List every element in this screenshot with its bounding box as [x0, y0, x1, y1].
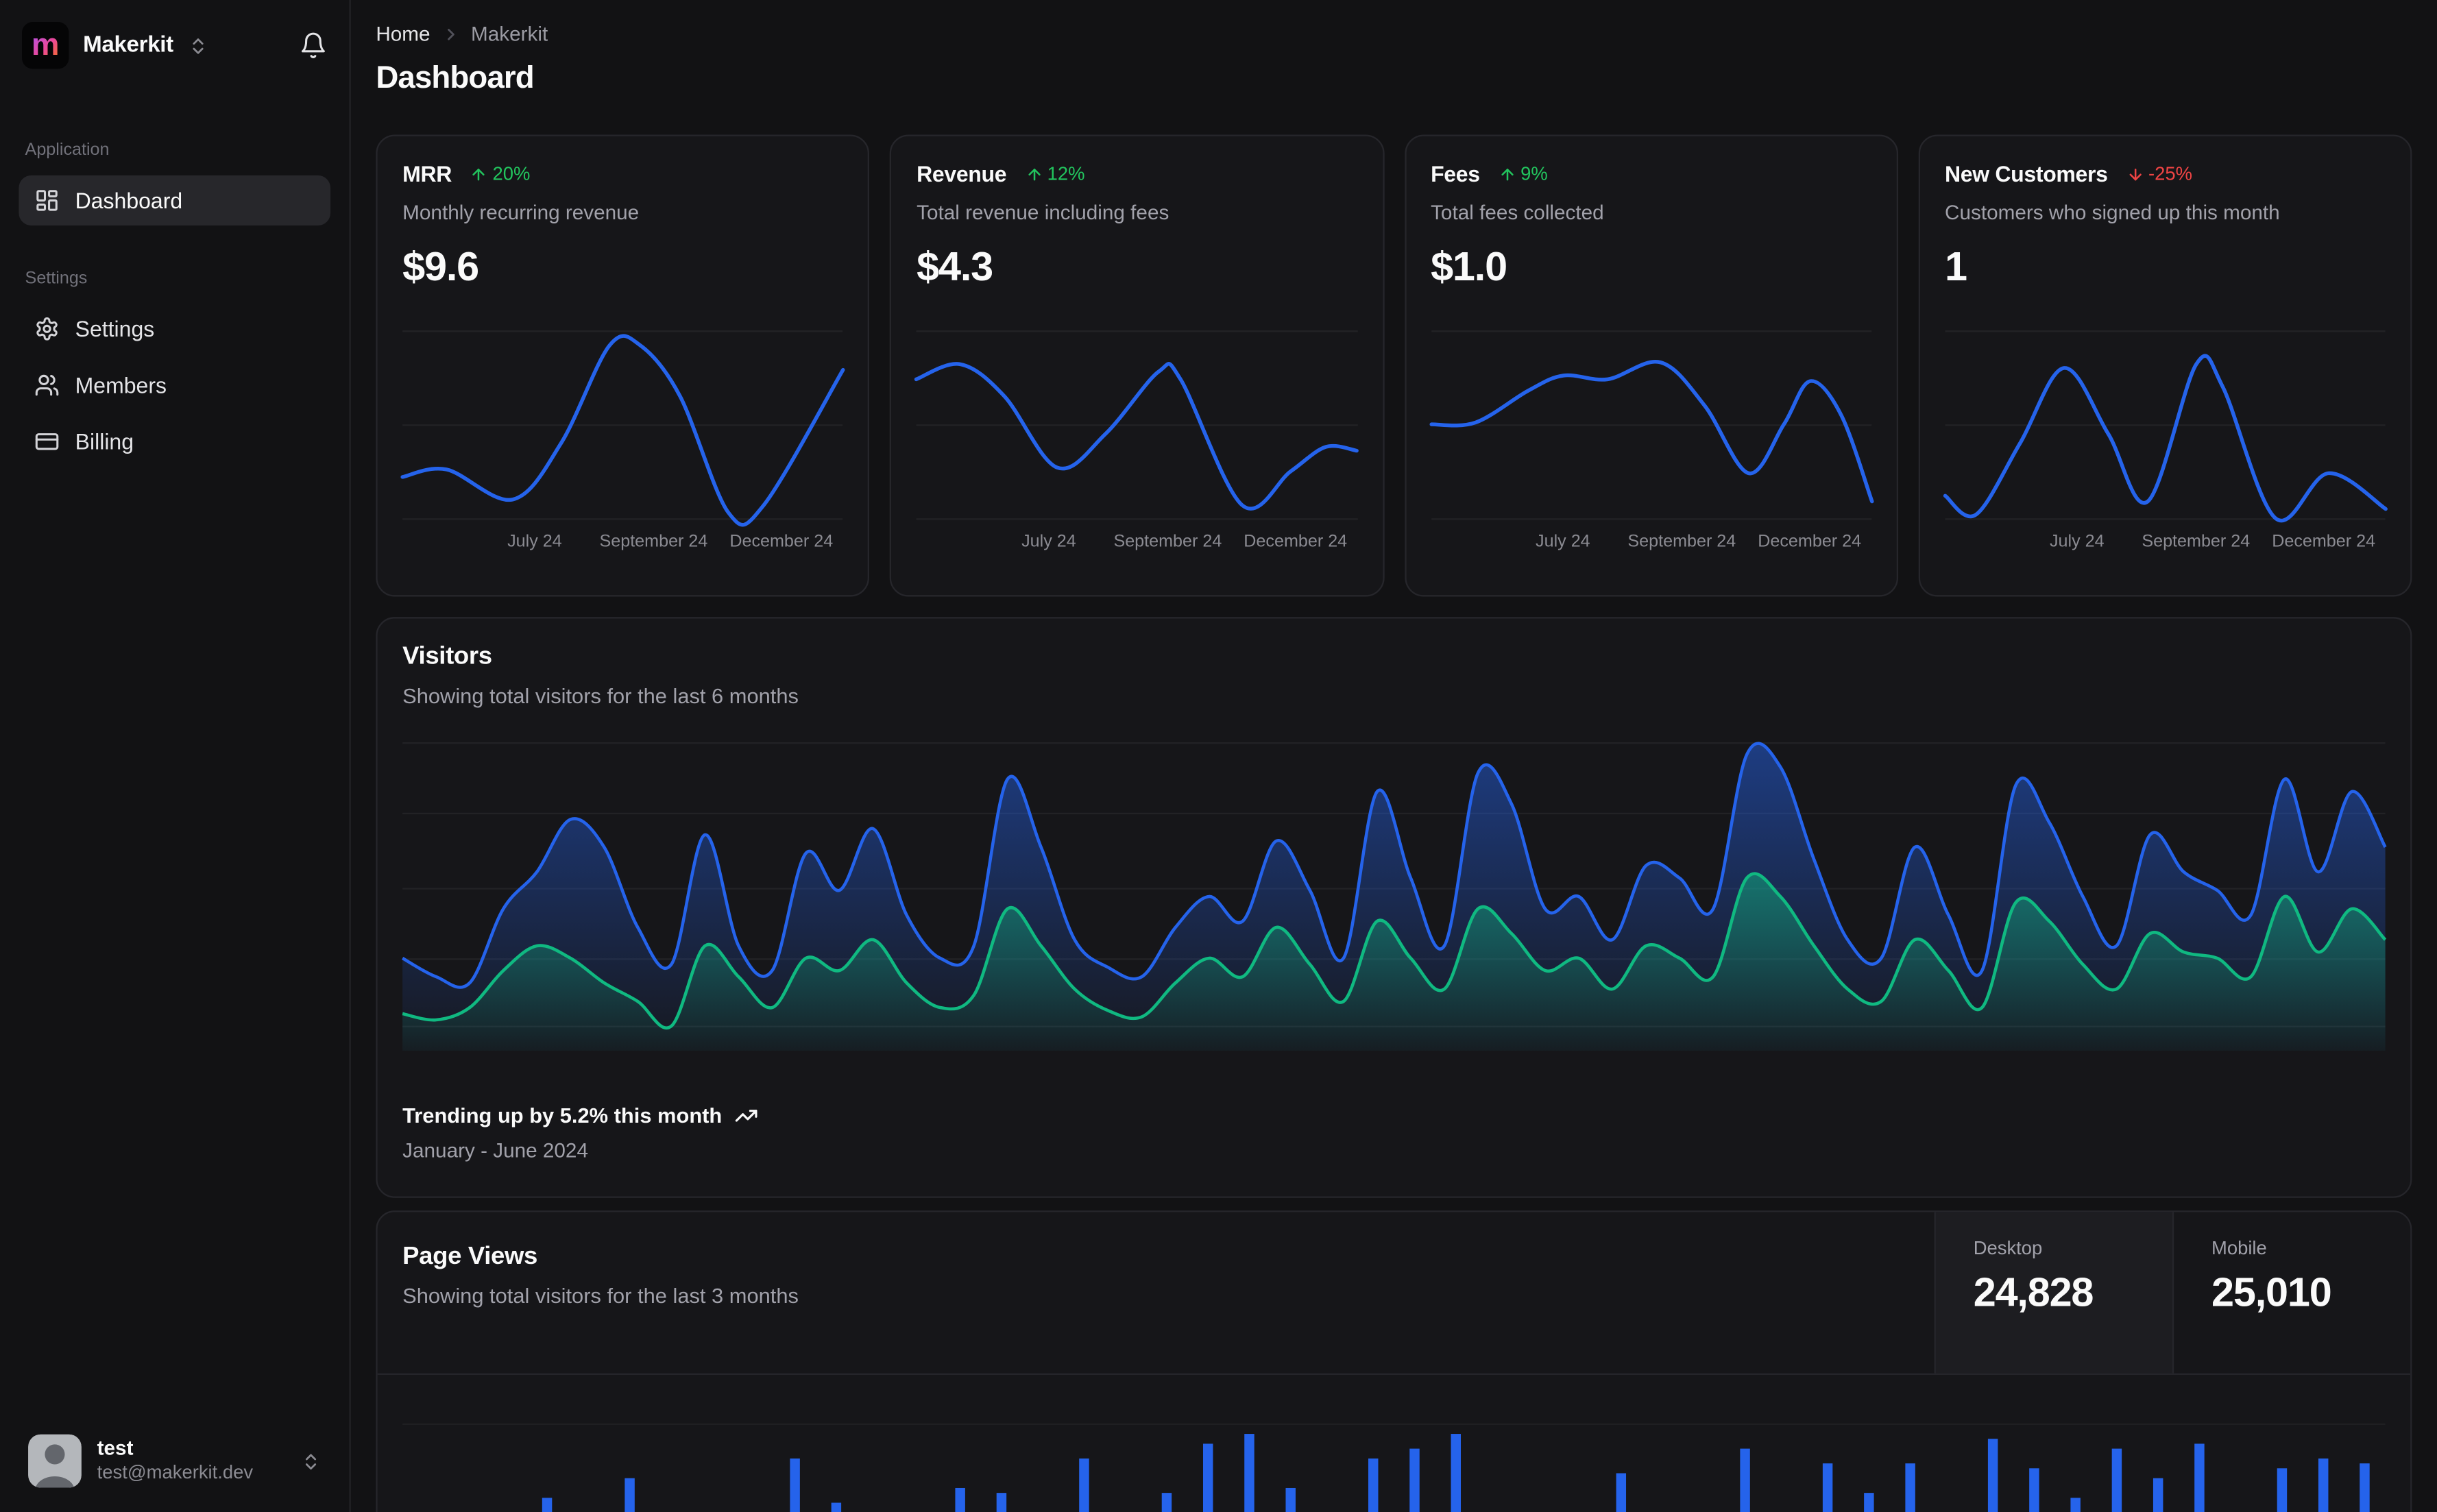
chevrons-up-down-icon	[301, 1451, 322, 1472]
layout-dashboard-icon	[34, 188, 60, 213]
sidebar-item-settings[interactable]: Settings	[19, 304, 330, 354]
workspace-name: Makerkit	[83, 32, 173, 58]
sidebar-nav: Application Dashboard Settings Settings …	[19, 141, 331, 467]
trend-arrow-icon	[1501, 168, 1514, 180]
page-views-title: Page Views	[402, 1243, 538, 1270]
trend-arrow-icon	[2129, 168, 2142, 180]
stat-description: Total fees collected	[1431, 200, 1604, 224]
trending-up-icon	[735, 1104, 758, 1127]
trending-text: Trending up by 5.2% this month	[402, 1103, 723, 1127]
logo-letter: m	[31, 28, 60, 63]
gear-icon	[34, 317, 60, 342]
stat-value: $1.0	[1431, 243, 1507, 290]
sparkline-chart	[402, 330, 843, 518]
stat-card-mrr: MRR 20% Monthly recurring revenue $9.6 J…	[376, 134, 870, 597]
sparkline-chart	[917, 330, 1357, 520]
toggle-value: 24,828	[1973, 1268, 2094, 1316]
stat-description: Monthly recurring revenue	[402, 200, 640, 224]
visitors-subtitle: Showing total visitors for the last 6 mo…	[402, 684, 799, 708]
credit-card-icon	[34, 429, 60, 454]
stat-card-revenue: Revenue 12% Total revenue including fees…	[890, 134, 1384, 597]
toggle-label: Desktop	[1973, 1236, 2043, 1259]
trend-badge: 20%	[470, 163, 530, 185]
makerkit-logo: m	[21, 21, 69, 69]
stat-value: $4.3	[917, 243, 993, 290]
x-axis-labels: July 24 September 24 December 24	[1536, 532, 1862, 552]
nav-section-application: Application	[25, 141, 110, 160]
main-content: Home Makerkit Dashboard MRR 20% Monthly …	[351, 0, 2437, 1512]
stat-title: Revenue	[917, 161, 1007, 186]
avatar	[28, 1434, 82, 1488]
users-icon	[34, 373, 60, 398]
sidebar-item-label: Members	[75, 372, 167, 398]
visitors-title: Visitors	[402, 644, 492, 670]
page-views-card: Page Views Showing total visitors for th…	[376, 1210, 2412, 1512]
x-axis-labels: July 24 September 24 December 24	[2049, 532, 2376, 552]
sidebar-item-label: Dashboard	[75, 188, 183, 213]
trend-arrow-icon	[1028, 168, 1040, 180]
sidebar-item-dashboard[interactable]: Dashboard	[19, 175, 331, 225]
trend-badge: -25%	[2126, 163, 2192, 185]
visitors-date-range: January - June 2024	[402, 1138, 588, 1162]
chevron-right-icon	[441, 24, 460, 42]
chevrons-up-down-icon	[187, 35, 208, 56]
stat-description: Customers who signed up this month	[1945, 200, 2280, 224]
user-name: test	[97, 1436, 134, 1460]
stat-description: Total revenue including fees	[917, 200, 1169, 224]
stat-title: MRR	[402, 161, 452, 186]
user-menu[interactable]: test test@makerkit.dev	[16, 1425, 334, 1497]
sparkline-chart	[1431, 330, 1871, 520]
stat-card-new-customers: New Customers -25% Customers who signed …	[1918, 134, 2412, 597]
sidebar-item-label: Billing	[75, 429, 134, 454]
stat-cards-row: MRR 20% Monthly recurring revenue $9.6 J…	[376, 134, 2412, 597]
stat-value: 1	[1945, 243, 1967, 290]
sidebar: m Makerkit Application Dashboard Setting…	[0, 0, 351, 1512]
page-views-toggle: Desktop 24,828 Mobile 25,010	[1934, 1212, 2411, 1374]
stat-title: Fees	[1431, 161, 1480, 186]
page-views-subtitle: Showing total visitors for the last 3 mo…	[402, 1284, 799, 1308]
toggle-value: 25,010	[2211, 1268, 2332, 1316]
trend-value: 20%	[492, 162, 531, 185]
toggle-label: Mobile	[2211, 1236, 2267, 1259]
nav-section-settings: Settings	[25, 269, 88, 289]
stat-card-fees: Fees 9% Total fees collected $1.0 July 2…	[1404, 134, 1898, 597]
trend-value: -25%	[2148, 162, 2193, 185]
page-title: Dashboard	[376, 61, 534, 96]
stat-title: New Customers	[1945, 161, 2108, 186]
visitors-footer: Trending up by 5.2% this month	[402, 1104, 2385, 1127]
breadcrumb: Home Makerkit	[376, 22, 2412, 45]
trend-value: 9%	[1520, 162, 1548, 185]
visitors-area-chart	[402, 742, 2385, 1051]
sidebar-item-label: Settings	[75, 316, 155, 342]
user-email: test@makerkit.dev	[97, 1461, 254, 1484]
trend-value: 12%	[1047, 162, 1085, 185]
sidebar-item-members[interactable]: Members	[19, 360, 330, 410]
visitors-card: Visitors Showing total visitors for the …	[376, 617, 2412, 1198]
breadcrumb-current: Makerkit	[470, 21, 548, 46]
x-axis-labels: July 24 September 24 December 24	[1021, 532, 1348, 552]
page-views-header: Page Views Showing total visitors for th…	[377, 1212, 2411, 1375]
workspace-selector[interactable]: m Makerkit	[19, 21, 330, 69]
breadcrumb-home-link[interactable]: Home	[376, 21, 431, 46]
x-axis-labels: July 24 September 24 December 24	[507, 532, 834, 552]
toggle-desktop[interactable]: Desktop 24,828	[1934, 1212, 2172, 1374]
toggle-mobile[interactable]: Mobile 25,010	[2172, 1212, 2410, 1374]
page-views-bar-chart	[402, 1375, 2386, 1512]
bell-icon[interactable]	[299, 32, 327, 60]
sidebar-item-billing[interactable]: Billing	[19, 417, 330, 467]
trend-badge: 9%	[1499, 163, 1548, 185]
sparkline-chart	[1945, 330, 2386, 518]
stat-value: $9.6	[402, 243, 479, 290]
trend-arrow-icon	[473, 168, 485, 180]
trend-badge: 12%	[1026, 163, 1085, 185]
